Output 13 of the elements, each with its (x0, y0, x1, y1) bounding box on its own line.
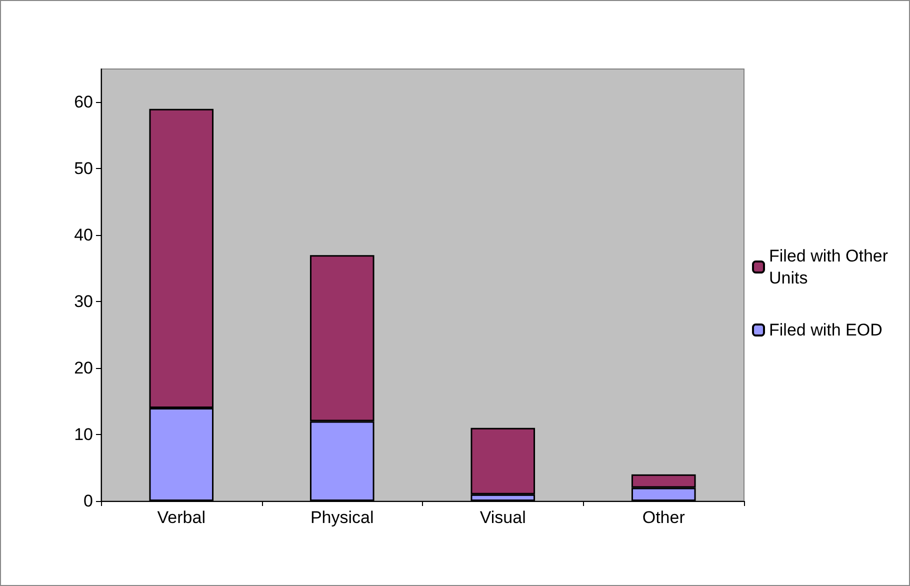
legend-label: Filed with EOD (769, 320, 882, 340)
x-tick-label: Verbal (157, 508, 206, 527)
y-tick-label: 10 (74, 425, 93, 444)
x-tick-label: Other (642, 508, 686, 527)
x-tick-label: Visual (480, 508, 526, 527)
y-tick-label: 40 (74, 226, 93, 245)
y-tick-label: 60 (74, 92, 93, 112)
y-tick-label: 50 (74, 159, 93, 178)
y-tick-label: 20 (74, 358, 93, 378)
y-tick-label: 0 (84, 492, 93, 510)
x-tick-label: Physical (310, 508, 374, 527)
legend-label: Filed with Other Units (769, 246, 893, 288)
y-tick-label: 30 (74, 292, 93, 312)
